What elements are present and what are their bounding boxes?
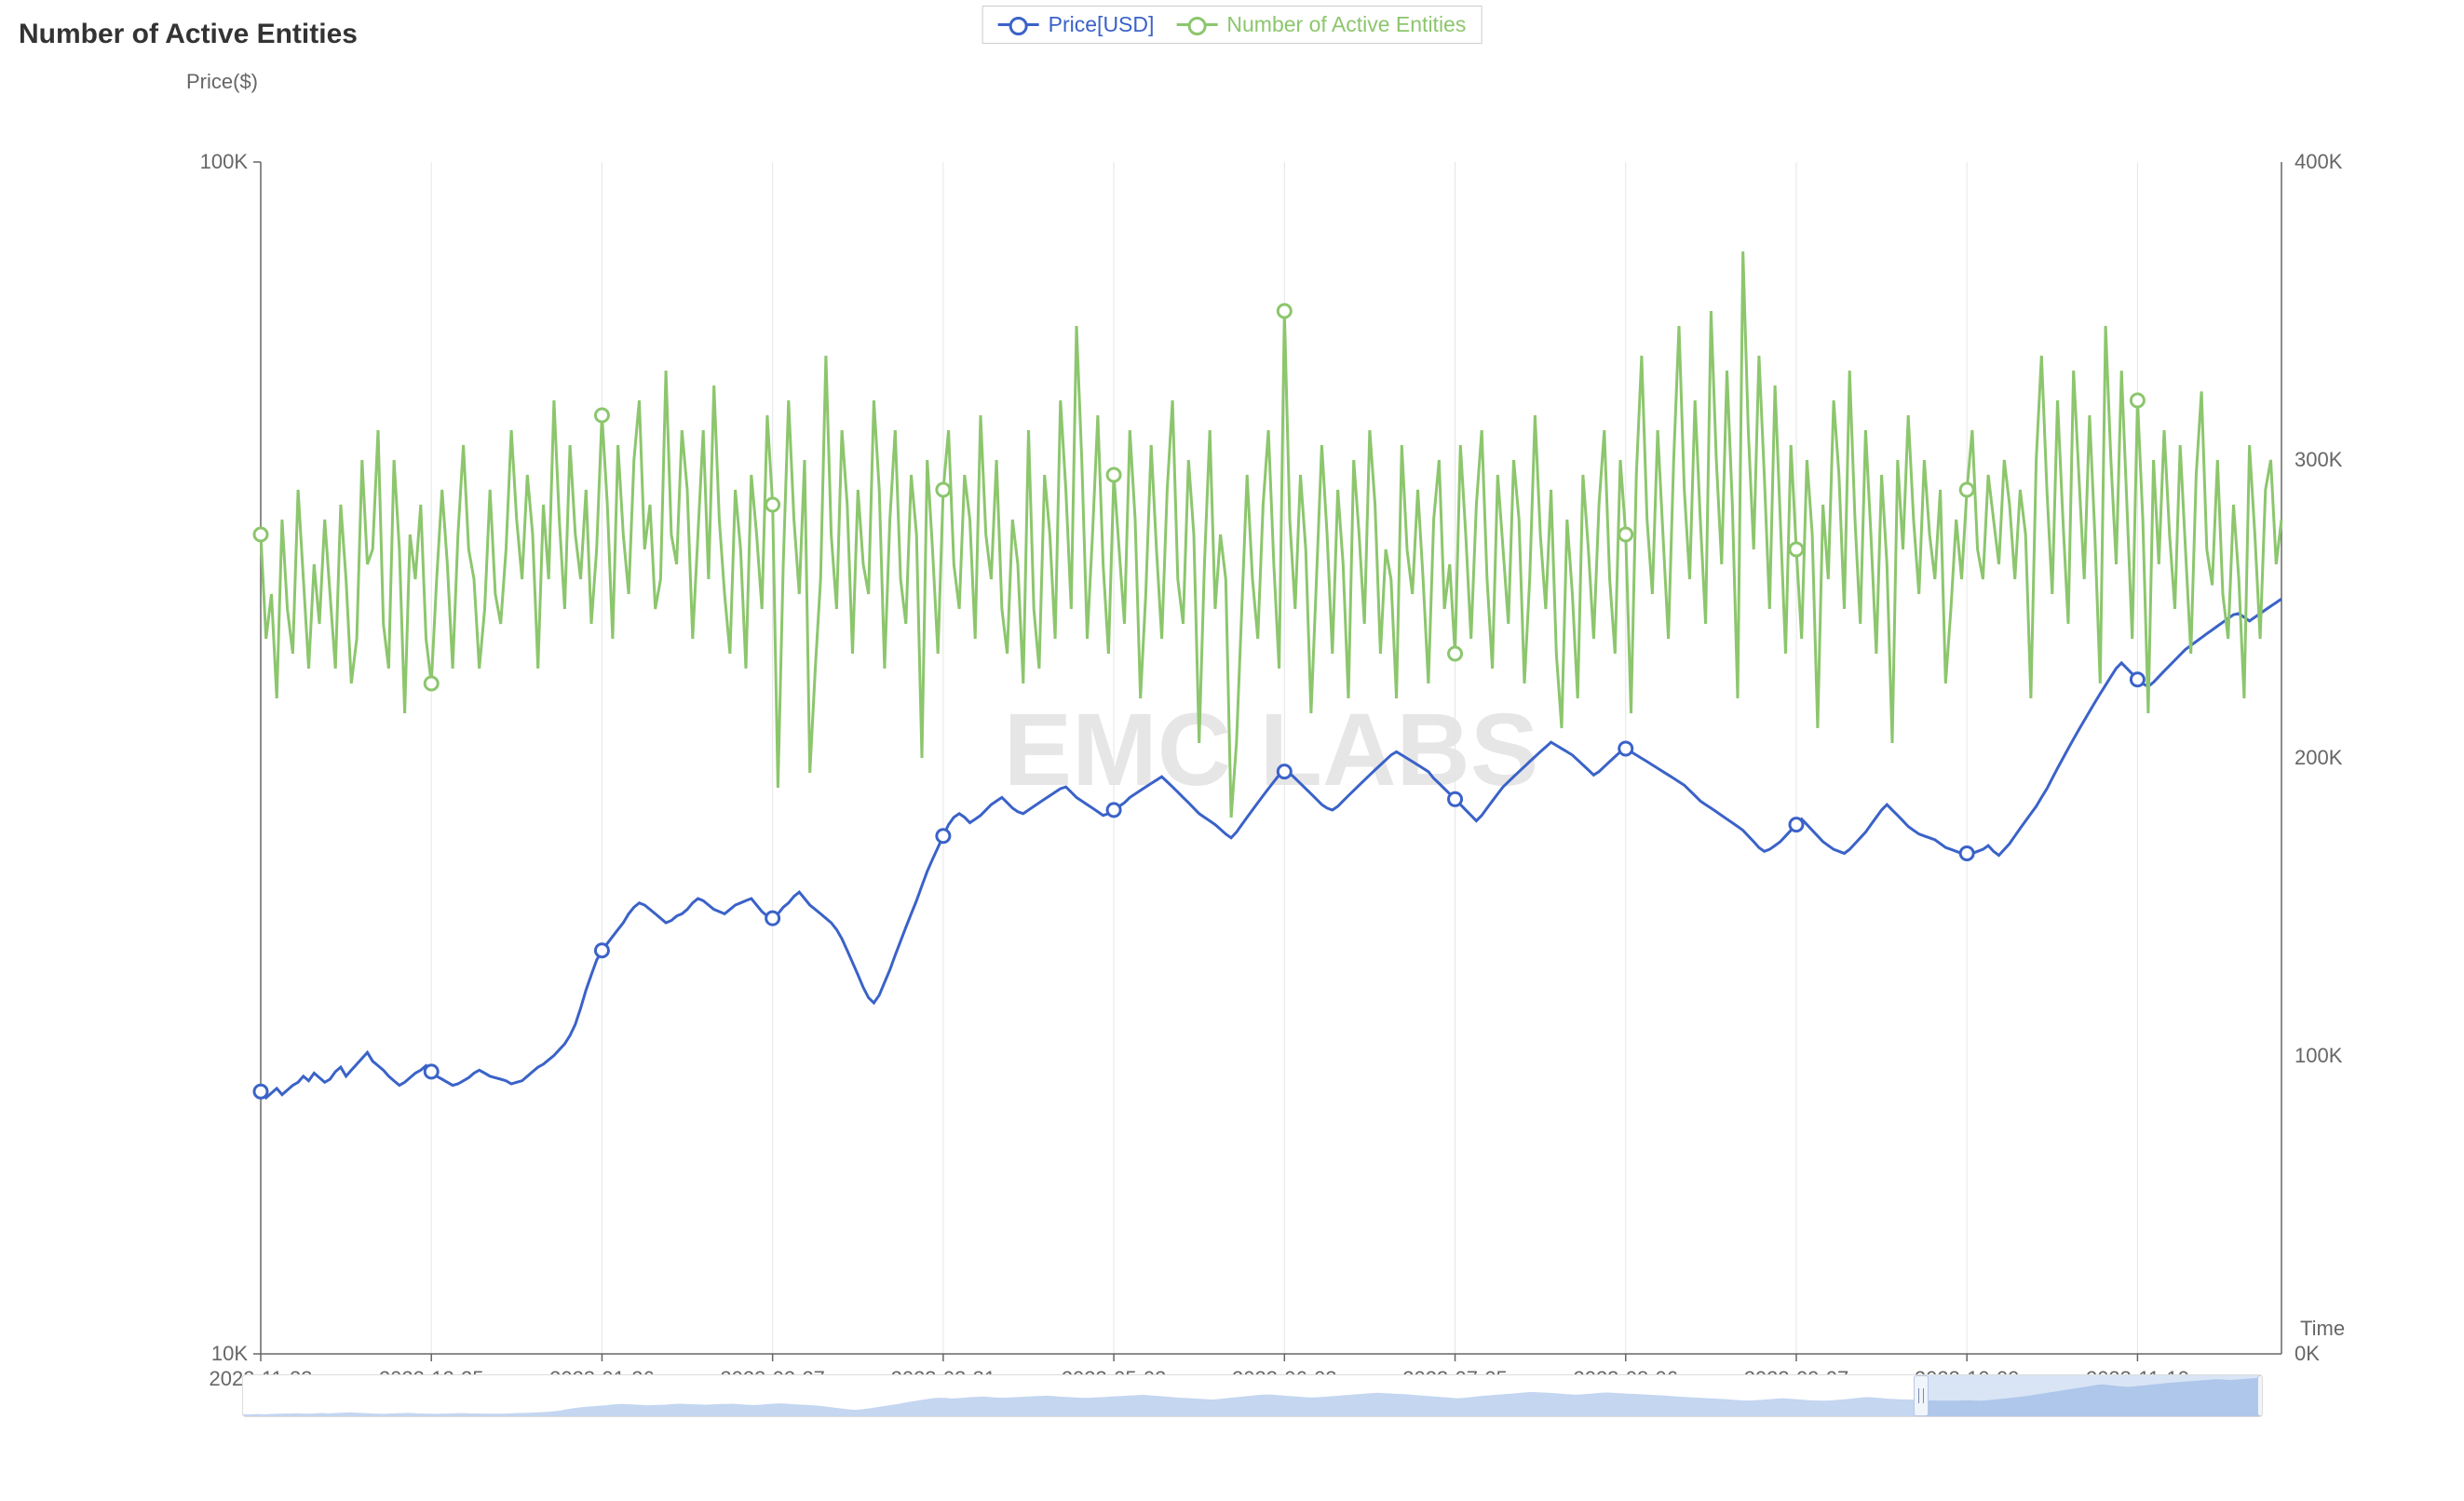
watermark: EMC LABS (1004, 693, 1538, 807)
series-marker-active (1619, 528, 1632, 541)
series-marker-price (2131, 673, 2144, 686)
chart-legend: Price[USD] Number of Active Entities (982, 6, 1482, 44)
series-marker-price (1619, 742, 1632, 755)
legend-label: Number of Active Entities (1226, 12, 1466, 37)
legend-marker-icon (1187, 17, 1206, 35)
series-marker-price (1960, 846, 1973, 859)
y-left-tick-label: 100K (200, 150, 249, 173)
y-right-tick-label: 200K (2295, 746, 2343, 769)
y-axis-title: Price($) (186, 70, 258, 94)
chart-container: Number of Active Entities Price[USD] Numb… (0, 0, 2464, 1501)
series-marker-price (1107, 804, 1120, 817)
y-right-tick-label: 400K (2295, 150, 2343, 173)
y-right-tick-label: 100K (2295, 1044, 2343, 1067)
series-marker-active (1278, 304, 1291, 318)
series-marker-active (1790, 543, 1803, 556)
series-marker-price (937, 830, 950, 843)
series-marker-price (766, 912, 779, 925)
series-marker-active (2131, 394, 2144, 407)
legend-item-active[interactable]: Number of Active Entities (1176, 12, 1466, 37)
zoom-bar[interactable] (242, 1374, 2263, 1417)
series-marker-price (425, 1065, 438, 1078)
chart-plot: 2022-11-232022-12-252023-01-262023-02-27… (19, 50, 2445, 1419)
y-right-tick-label: 0K (2295, 1342, 2320, 1365)
series-line-active (261, 251, 2281, 818)
series-marker-active (1449, 647, 1462, 660)
series-marker-active (1107, 468, 1120, 481)
series-marker-active (254, 528, 267, 541)
legend-line-icon (998, 23, 1039, 26)
series-marker-active (937, 483, 950, 496)
zoom-selection[interactable] (1920, 1375, 2263, 1416)
legend-marker-icon (1009, 17, 1028, 35)
zoom-bar-wrap (242, 1374, 2263, 1417)
x-axis-title: Time (2300, 1317, 2345, 1341)
legend-item-price[interactable]: Price[USD] (998, 12, 1155, 37)
series-line-price (261, 599, 2281, 1098)
series-marker-price (1278, 765, 1291, 778)
y-left-tick-label: 10K (211, 1342, 248, 1365)
legend-line-icon (1176, 23, 1217, 26)
series-marker-price (595, 944, 608, 957)
series-marker-price (254, 1085, 267, 1098)
series-marker-active (425, 677, 438, 690)
zoom-handle-right[interactable] (2257, 1375, 2263, 1416)
series-marker-active (595, 409, 608, 422)
series-marker-price (1790, 818, 1803, 832)
legend-label: Price[USD] (1049, 12, 1155, 37)
y-right-tick-label: 300K (2295, 448, 2343, 471)
zoom-handle-left[interactable] (1914, 1375, 1929, 1416)
series-marker-price (1449, 792, 1462, 805)
series-marker-active (766, 498, 779, 511)
series-marker-active (1960, 483, 1973, 496)
